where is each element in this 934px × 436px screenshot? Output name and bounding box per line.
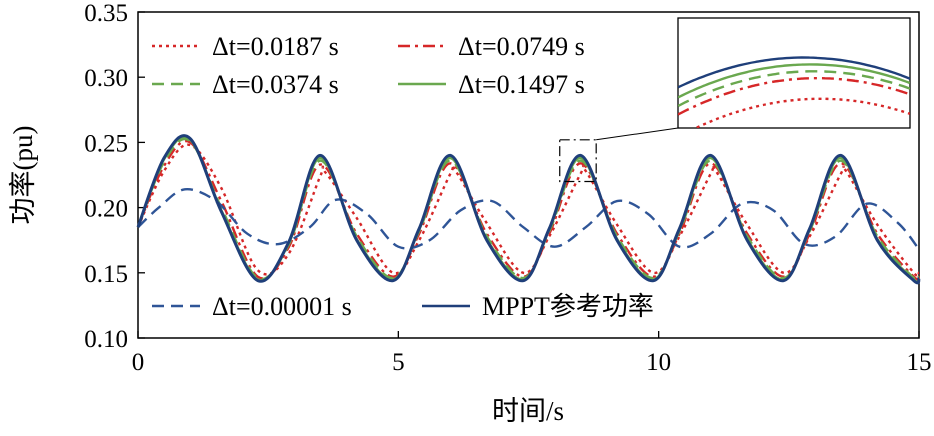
legend-label: MPPT参考功率	[482, 292, 654, 321]
legend-label: Δt=0.00001 s	[212, 292, 352, 321]
inset-series-line-0	[693, 97, 910, 128]
series-line-0	[136, 143, 921, 278]
y-tick-label: 0.25	[84, 130, 128, 157]
legend: Δt=0.0187 s Δt=0.0749 s Δt=0.0374 s Δt=0.14…	[152, 32, 654, 321]
legend-label: Δt=0.0749 s	[458, 32, 585, 61]
x-tick-label: 10	[646, 349, 671, 376]
y-tick-label: 0.35	[84, 0, 128, 27]
x-tick-label: 5	[392, 349, 405, 376]
legend-label: Δt=0.1497 s	[458, 70, 585, 99]
series-line-3	[136, 136, 921, 284]
y-tick-label: 0.15	[84, 261, 128, 288]
zoom-region-box	[559, 139, 597, 183]
inset-series-line-5	[678, 56, 910, 89]
zoom-connector-line	[596, 127, 679, 141]
x-axis-label: 时间/s	[492, 396, 564, 426]
series-line-1	[136, 139, 921, 281]
axes: 0 5 10 15 0.10 0.15 0.20 0.25 0.30 0.35	[84, 0, 931, 376]
inset-series-line-2	[678, 70, 910, 108]
y-axis-label: 功率(pu)	[8, 126, 38, 225]
y-tick-label: 0.10	[84, 326, 128, 353]
zoom-inset	[677, 17, 911, 129]
inset-series-line-3	[678, 63, 910, 99]
x-tick-label: 15	[907, 349, 932, 376]
legend-label: Δt=0.0187 s	[212, 32, 339, 61]
inset-series-line-1	[678, 77, 910, 116]
legend-label: Δt=0.0374 s	[212, 70, 339, 99]
y-tick-label: 0.20	[84, 196, 128, 223]
series-line-2	[136, 137, 921, 282]
x-tick-label: 0	[132, 349, 145, 376]
series-line-4	[137, 188, 920, 251]
plot-frame	[137, 11, 920, 339]
zoom-inset-lines	[678, 56, 910, 128]
y-tick-label: 0.30	[84, 65, 128, 92]
series-line-5	[136, 134, 921, 285]
series-group	[136, 134, 921, 285]
